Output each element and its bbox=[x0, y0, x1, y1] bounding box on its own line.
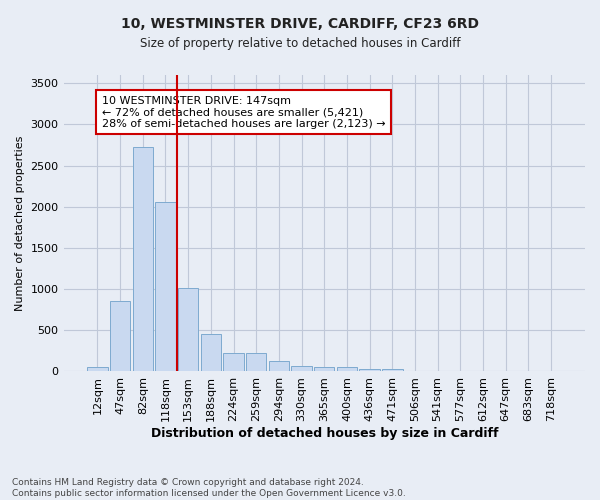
Bar bbox=[382, 370, 403, 372]
Bar bbox=[133, 148, 153, 372]
Bar bbox=[314, 367, 334, 372]
Bar bbox=[178, 288, 199, 372]
Y-axis label: Number of detached properties: Number of detached properties bbox=[15, 136, 25, 311]
X-axis label: Distribution of detached houses by size in Cardiff: Distribution of detached houses by size … bbox=[151, 427, 498, 440]
Bar bbox=[269, 361, 289, 372]
Text: 10, WESTMINSTER DRIVE, CARDIFF, CF23 6RD: 10, WESTMINSTER DRIVE, CARDIFF, CF23 6RD bbox=[121, 18, 479, 32]
Bar bbox=[292, 366, 312, 372]
Text: Contains HM Land Registry data © Crown copyright and database right 2024.
Contai: Contains HM Land Registry data © Crown c… bbox=[12, 478, 406, 498]
Bar bbox=[87, 366, 107, 372]
Bar bbox=[337, 368, 357, 372]
Text: 10 WESTMINSTER DRIVE: 147sqm
← 72% of detached houses are smaller (5,421)
28% of: 10 WESTMINSTER DRIVE: 147sqm ← 72% of de… bbox=[101, 96, 385, 129]
Bar bbox=[110, 302, 130, 372]
Bar bbox=[200, 334, 221, 372]
Text: Size of property relative to detached houses in Cardiff: Size of property relative to detached ho… bbox=[140, 38, 460, 51]
Bar bbox=[155, 202, 176, 372]
Bar bbox=[223, 354, 244, 372]
Bar bbox=[246, 354, 266, 372]
Bar bbox=[359, 369, 380, 372]
